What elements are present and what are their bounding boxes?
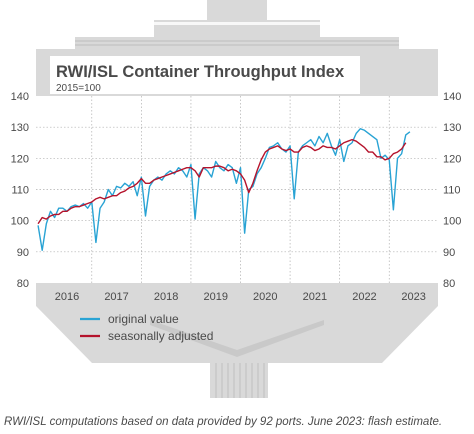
y-tick-label-right: 130 <box>443 122 461 134</box>
y-tick-label-right: 120 <box>443 153 461 165</box>
legend: original value seasonally adjusted <box>80 312 213 343</box>
series-line-adjusted <box>37 138 407 225</box>
series-lines <box>37 128 411 251</box>
series-line-original <box>37 128 411 251</box>
x-tick-label: 2021 <box>303 291 327 303</box>
grid <box>36 96 438 283</box>
x-tick-label: 2017 <box>104 291 128 303</box>
x-tick-label: 2022 <box>352 291 376 303</box>
y-tick-label-right: 80 <box>443 278 455 290</box>
title-box <box>50 56 360 94</box>
y-tick-label-left: 110 <box>11 185 29 197</box>
x-axis: 2016 2017 2018 2019 2020 2021 2022 2023 <box>55 291 426 303</box>
y-tick-label-left: 130 <box>11 122 29 134</box>
y-tick-label-left: 100 <box>11 216 29 228</box>
y-tick-label-right: 100 <box>443 216 461 228</box>
y-tick-label-right: 140 <box>443 91 461 103</box>
y-tick-label-left: 120 <box>11 153 29 165</box>
x-tick-label: 2016 <box>55 291 79 303</box>
chart-subtitle: 2015=100 <box>56 83 101 94</box>
x-tick-label: 2018 <box>154 291 178 303</box>
y-tick-label-left: 140 <box>11 91 29 103</box>
chart-title: RWI/ISL Container Throughput Index <box>56 63 345 81</box>
y-axis-left: 80 90 100 110 120 130 140 <box>11 91 29 290</box>
x-tick-label: 2019 <box>203 291 227 303</box>
legend-label-original: original value <box>108 312 179 326</box>
y-tick-label-right: 110 <box>443 185 461 197</box>
ship-railing <box>75 40 399 46</box>
x-tick-label: 2023 <box>401 291 425 303</box>
y-axis-right: 80 90 100 110 120 130 140 <box>443 91 461 290</box>
ship-deck <box>75 37 399 49</box>
y-tick-label-left: 90 <box>17 247 29 259</box>
ship-hull <box>36 283 438 398</box>
legend-label-adjusted: seasonally adjusted <box>108 329 213 343</box>
y-tick-label-left: 80 <box>17 278 29 290</box>
source-note: RWI/ISL computations based on data provi… <box>4 416 443 428</box>
x-tick-label: 2020 <box>253 291 277 303</box>
ship-bridge <box>207 0 267 20</box>
ship-stripe <box>154 22 320 25</box>
ship-keel-stripes <box>215 363 265 398</box>
y-tick-label-right: 90 <box>443 247 455 259</box>
